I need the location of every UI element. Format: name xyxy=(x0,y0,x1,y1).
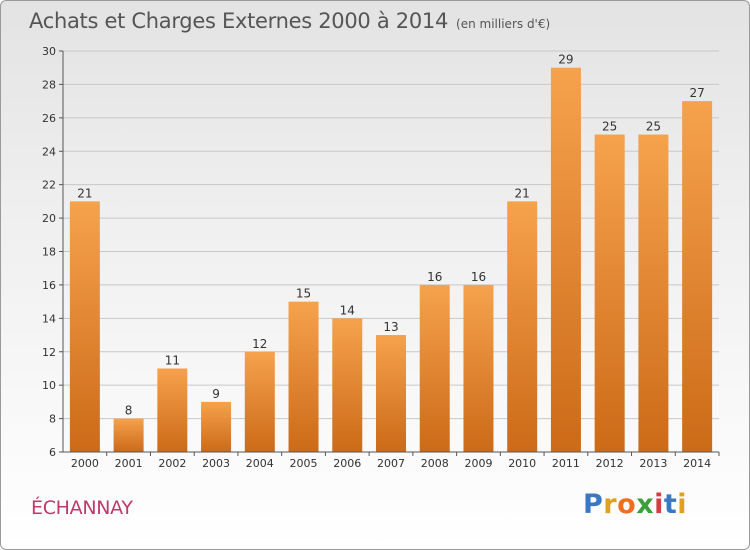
bar-2012 xyxy=(594,134,625,452)
data-label-2003: 9 xyxy=(212,387,220,401)
x-tick-label-2008: 2008 xyxy=(421,457,449,470)
logo-letter: o xyxy=(617,489,637,520)
data-label-2004: 12 xyxy=(252,337,267,351)
y-tick-label: 16 xyxy=(42,279,56,292)
x-tick-label-2013: 2013 xyxy=(639,457,667,470)
bar-2010 xyxy=(507,201,538,452)
x-tick-label-2003: 2003 xyxy=(202,457,230,470)
data-label-2009: 16 xyxy=(471,270,486,284)
bar-2003 xyxy=(201,401,232,452)
data-label-2008: 16 xyxy=(427,270,442,284)
bars xyxy=(69,67,713,452)
x-tick-label-2007: 2007 xyxy=(377,457,405,470)
y-tick-label: 20 xyxy=(42,212,56,225)
logo-letter: i xyxy=(677,489,688,520)
x-tick-label-2014: 2014 xyxy=(683,457,711,470)
y-tick-label: 14 xyxy=(42,312,56,325)
bar-2000 xyxy=(69,201,100,452)
x-tick-label-2009: 2009 xyxy=(464,457,492,470)
commune-name: ÉCHANNAY xyxy=(31,497,133,519)
bar-2008 xyxy=(419,284,450,452)
x-tick-label-2005: 2005 xyxy=(290,457,318,470)
data-label-2011: 29 xyxy=(558,53,573,67)
y-tick-label: 10 xyxy=(42,379,56,392)
chart-title: Achats et Charges Externes 2000 à 2014 (e… xyxy=(29,9,550,33)
data-label-2001: 8 xyxy=(125,404,133,418)
data-label-2005: 15 xyxy=(296,287,311,301)
proxiti-logo: Proxiti xyxy=(583,489,687,520)
logo-letter: r xyxy=(603,489,618,520)
y-tick-label: 22 xyxy=(42,179,56,192)
data-label-2002: 11 xyxy=(165,353,180,367)
chart-title-text: Achats et Charges Externes 2000 à 2014 xyxy=(29,9,449,33)
y-tick-label: 30 xyxy=(42,45,56,58)
y-tick-label: 28 xyxy=(42,78,56,91)
logo-letter: P xyxy=(583,489,604,520)
x-tick-label-2012: 2012 xyxy=(596,457,624,470)
x-tick-label-2001: 2001 xyxy=(115,457,143,470)
y-tick-label: 24 xyxy=(42,145,56,158)
logo-letter: t xyxy=(663,489,678,520)
axes: 6 8 10 12 14 16 18 20 22 24 26 28 30 xyxy=(42,45,720,459)
labels: 2000 21 2001 8 2002 11 2003 9 2004 12 2005 15 2006 14… xyxy=(71,53,711,470)
y-tick-label: 26 xyxy=(42,112,56,125)
x-tick-label-2010: 2010 xyxy=(508,457,536,470)
bar-2004 xyxy=(244,351,275,452)
bar-2001 xyxy=(113,418,144,452)
y-tick-label: 18 xyxy=(42,246,56,259)
data-label-2006: 14 xyxy=(340,303,355,317)
x-tick-label-2000: 2000 xyxy=(71,457,99,470)
x-tick-label-2011: 2011 xyxy=(552,457,580,470)
data-label-2013: 25 xyxy=(646,120,661,134)
data-label-2012: 25 xyxy=(602,120,617,134)
x-tick-label-2004: 2004 xyxy=(246,457,274,470)
logo-letter: x xyxy=(636,489,655,520)
bar-2009 xyxy=(463,284,494,452)
x-tick-label-2006: 2006 xyxy=(333,457,361,470)
bar-2011 xyxy=(550,67,581,452)
chart-subtitle: (en milliers d'€) xyxy=(456,17,551,31)
logo-letter: i xyxy=(654,489,664,520)
x-tick-label-2002: 2002 xyxy=(158,457,186,470)
y-tick-label: 12 xyxy=(42,346,56,359)
bar-2014 xyxy=(682,101,713,452)
bar-2006 xyxy=(332,318,363,452)
bar-2002 xyxy=(157,368,188,452)
bar-2007 xyxy=(376,335,406,452)
y-tick-label: 8 xyxy=(49,413,56,426)
y-tick-label: 6 xyxy=(49,446,56,459)
data-label-2000: 21 xyxy=(77,186,92,200)
data-label-2010: 21 xyxy=(515,186,530,200)
bar-2005 xyxy=(288,301,319,452)
bar-2013 xyxy=(638,134,669,452)
data-label-2014: 27 xyxy=(689,86,704,100)
data-label-2007: 13 xyxy=(383,320,398,334)
